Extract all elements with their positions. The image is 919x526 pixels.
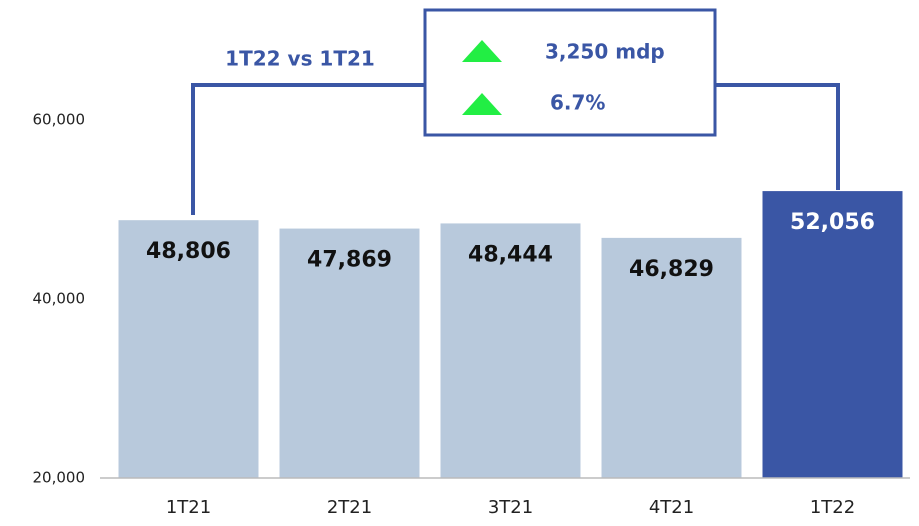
data-label: 47,869 (307, 248, 392, 273)
x-tick-label: 4T21 (649, 497, 694, 518)
change-abs: 3,250 mdp (545, 40, 665, 64)
y-tick-label: 60,000 (33, 111, 86, 129)
bar (440, 223, 581, 478)
bracket-right (715, 83, 840, 190)
data-label: 48,806 (146, 239, 231, 264)
bar (118, 220, 259, 479)
bar (279, 228, 420, 478)
bar (762, 191, 903, 478)
up-arrow (462, 40, 502, 62)
data-label: 46,829 (629, 257, 714, 282)
data-label: 52,056 (790, 210, 875, 235)
x-tick-label: 1T21 (166, 497, 211, 518)
comparison-label: 1T22 vs 1T21 (225, 47, 375, 71)
x-tick-label: 1T22 (810, 497, 855, 518)
bracket-left (191, 83, 425, 215)
bar (601, 237, 742, 478)
up-arrow (462, 93, 502, 115)
data-label: 48,444 (468, 242, 553, 267)
y-tick-label: 40,000 (33, 290, 86, 308)
x-tick-label: 2T21 (327, 497, 372, 518)
x-tick-label: 3T21 (488, 497, 533, 518)
change-box (423, 8, 717, 137)
change-pct: 6.7% (550, 91, 605, 115)
y-tick-label: 20,000 (33, 469, 86, 487)
